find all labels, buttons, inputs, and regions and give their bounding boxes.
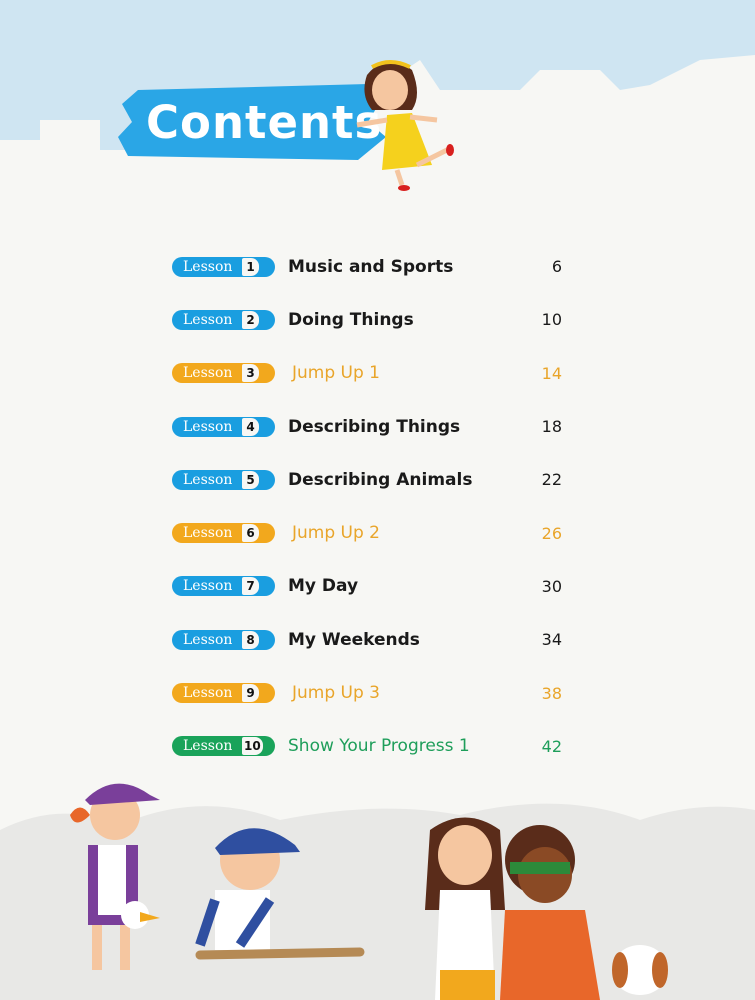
lesson-badge-label: Lesson — [183, 418, 233, 435]
table-of-contents: Lesson 1 Music and Sports 6 Lesson 2 Doing Thi… — [172, 240, 562, 773]
page-number: 10 — [541, 310, 562, 330]
page-number: 14 — [541, 363, 562, 383]
toc-entry[interactable]: Lesson 10 Show Your Progress 1 42 — [172, 720, 562, 773]
lesson-badge: Lesson 6 — [172, 523, 275, 544]
lesson-number: 3 — [242, 364, 259, 383]
lesson-title: Jump Up 3 — [292, 683, 380, 704]
toc-entry[interactable]: Lesson 2 Doing Things 10 — [172, 293, 562, 346]
page-number: 38 — [541, 683, 562, 703]
lesson-badge-label: Lesson — [183, 631, 233, 648]
toc-entry[interactable]: Lesson 9 Jump Up 3 38 — [172, 666, 562, 719]
toc-entry[interactable]: Lesson 1 Music and Sports 6 — [172, 240, 562, 293]
page-number: 30 — [541, 576, 562, 596]
lesson-title: My Day — [288, 576, 359, 597]
page-number: 26 — [541, 523, 562, 543]
lesson-title: Jump Up 2 — [292, 523, 380, 544]
children-illustration — [0, 783, 755, 1000]
lesson-badge: Lesson 9 — [172, 683, 275, 704]
toc-entry[interactable]: Lesson 5 Describing Animals 22 — [172, 453, 562, 506]
lesson-number: 9 — [242, 684, 259, 703]
lesson-title: Describing Things — [288, 416, 461, 437]
page-number: 42 — [541, 736, 562, 756]
lesson-title: Music and Sports — [288, 256, 454, 277]
toc-entry[interactable]: Lesson 3 Jump Up 1 14 — [172, 347, 562, 400]
lesson-badge: Lesson 10 — [172, 736, 275, 757]
lesson-badge-label: Lesson — [183, 471, 233, 488]
lesson-title: My Weekends — [288, 629, 420, 650]
lesson-number: 8 — [242, 630, 259, 649]
lesson-title: Show Your Progress 1 — [288, 736, 470, 757]
lesson-badge: Lesson 5 — [172, 469, 275, 490]
lesson-number: 7 — [242, 577, 259, 596]
lesson-number: 4 — [242, 417, 259, 436]
lesson-badge-label: Lesson — [183, 685, 233, 702]
page-number: 34 — [541, 630, 562, 650]
lesson-number: 2 — [242, 310, 259, 329]
lesson-badge-label: Lesson — [183, 258, 233, 275]
lesson-badge-label: Lesson — [183, 525, 233, 542]
lesson-badge-label: Lesson — [183, 578, 233, 595]
page-number: 18 — [541, 417, 562, 437]
lesson-title: Doing Things — [288, 309, 414, 330]
toc-entry[interactable]: Lesson 8 My Weekends 34 — [172, 613, 562, 666]
page-title: Contents — [146, 96, 383, 149]
lesson-badge-label: Lesson — [183, 738, 233, 755]
lesson-title: Describing Animals — [288, 469, 473, 490]
lesson-badge: Lesson 7 — [172, 576, 275, 597]
lesson-badge-label: Lesson — [183, 365, 233, 382]
lesson-badge: Lesson 2 — [172, 309, 275, 330]
lesson-badge: Lesson 1 — [172, 256, 275, 277]
toc-entry[interactable]: Lesson 4 Describing Things 18 — [172, 400, 562, 453]
lesson-number: 6 — [242, 524, 259, 543]
lesson-badge: Lesson 8 — [172, 629, 275, 650]
title-brush-banner — [118, 84, 386, 160]
lesson-badge: Lesson 4 — [172, 416, 275, 437]
lesson-title: Jump Up 1 — [292, 363, 380, 384]
lesson-badge: Lesson 3 — [172, 363, 275, 384]
lesson-number: 5 — [242, 470, 259, 489]
lesson-number: 1 — [242, 257, 259, 276]
lesson-badge-label: Lesson — [183, 311, 233, 328]
toc-entry[interactable]: Lesson 7 My Day 30 — [172, 560, 562, 613]
page-number: 6 — [551, 257, 562, 277]
page-number: 22 — [541, 470, 562, 490]
lesson-number: 10 — [242, 737, 263, 756]
toc-entry[interactable]: Lesson 6 Jump Up 2 26 — [172, 506, 562, 559]
girl-illustration — [356, 60, 454, 191]
